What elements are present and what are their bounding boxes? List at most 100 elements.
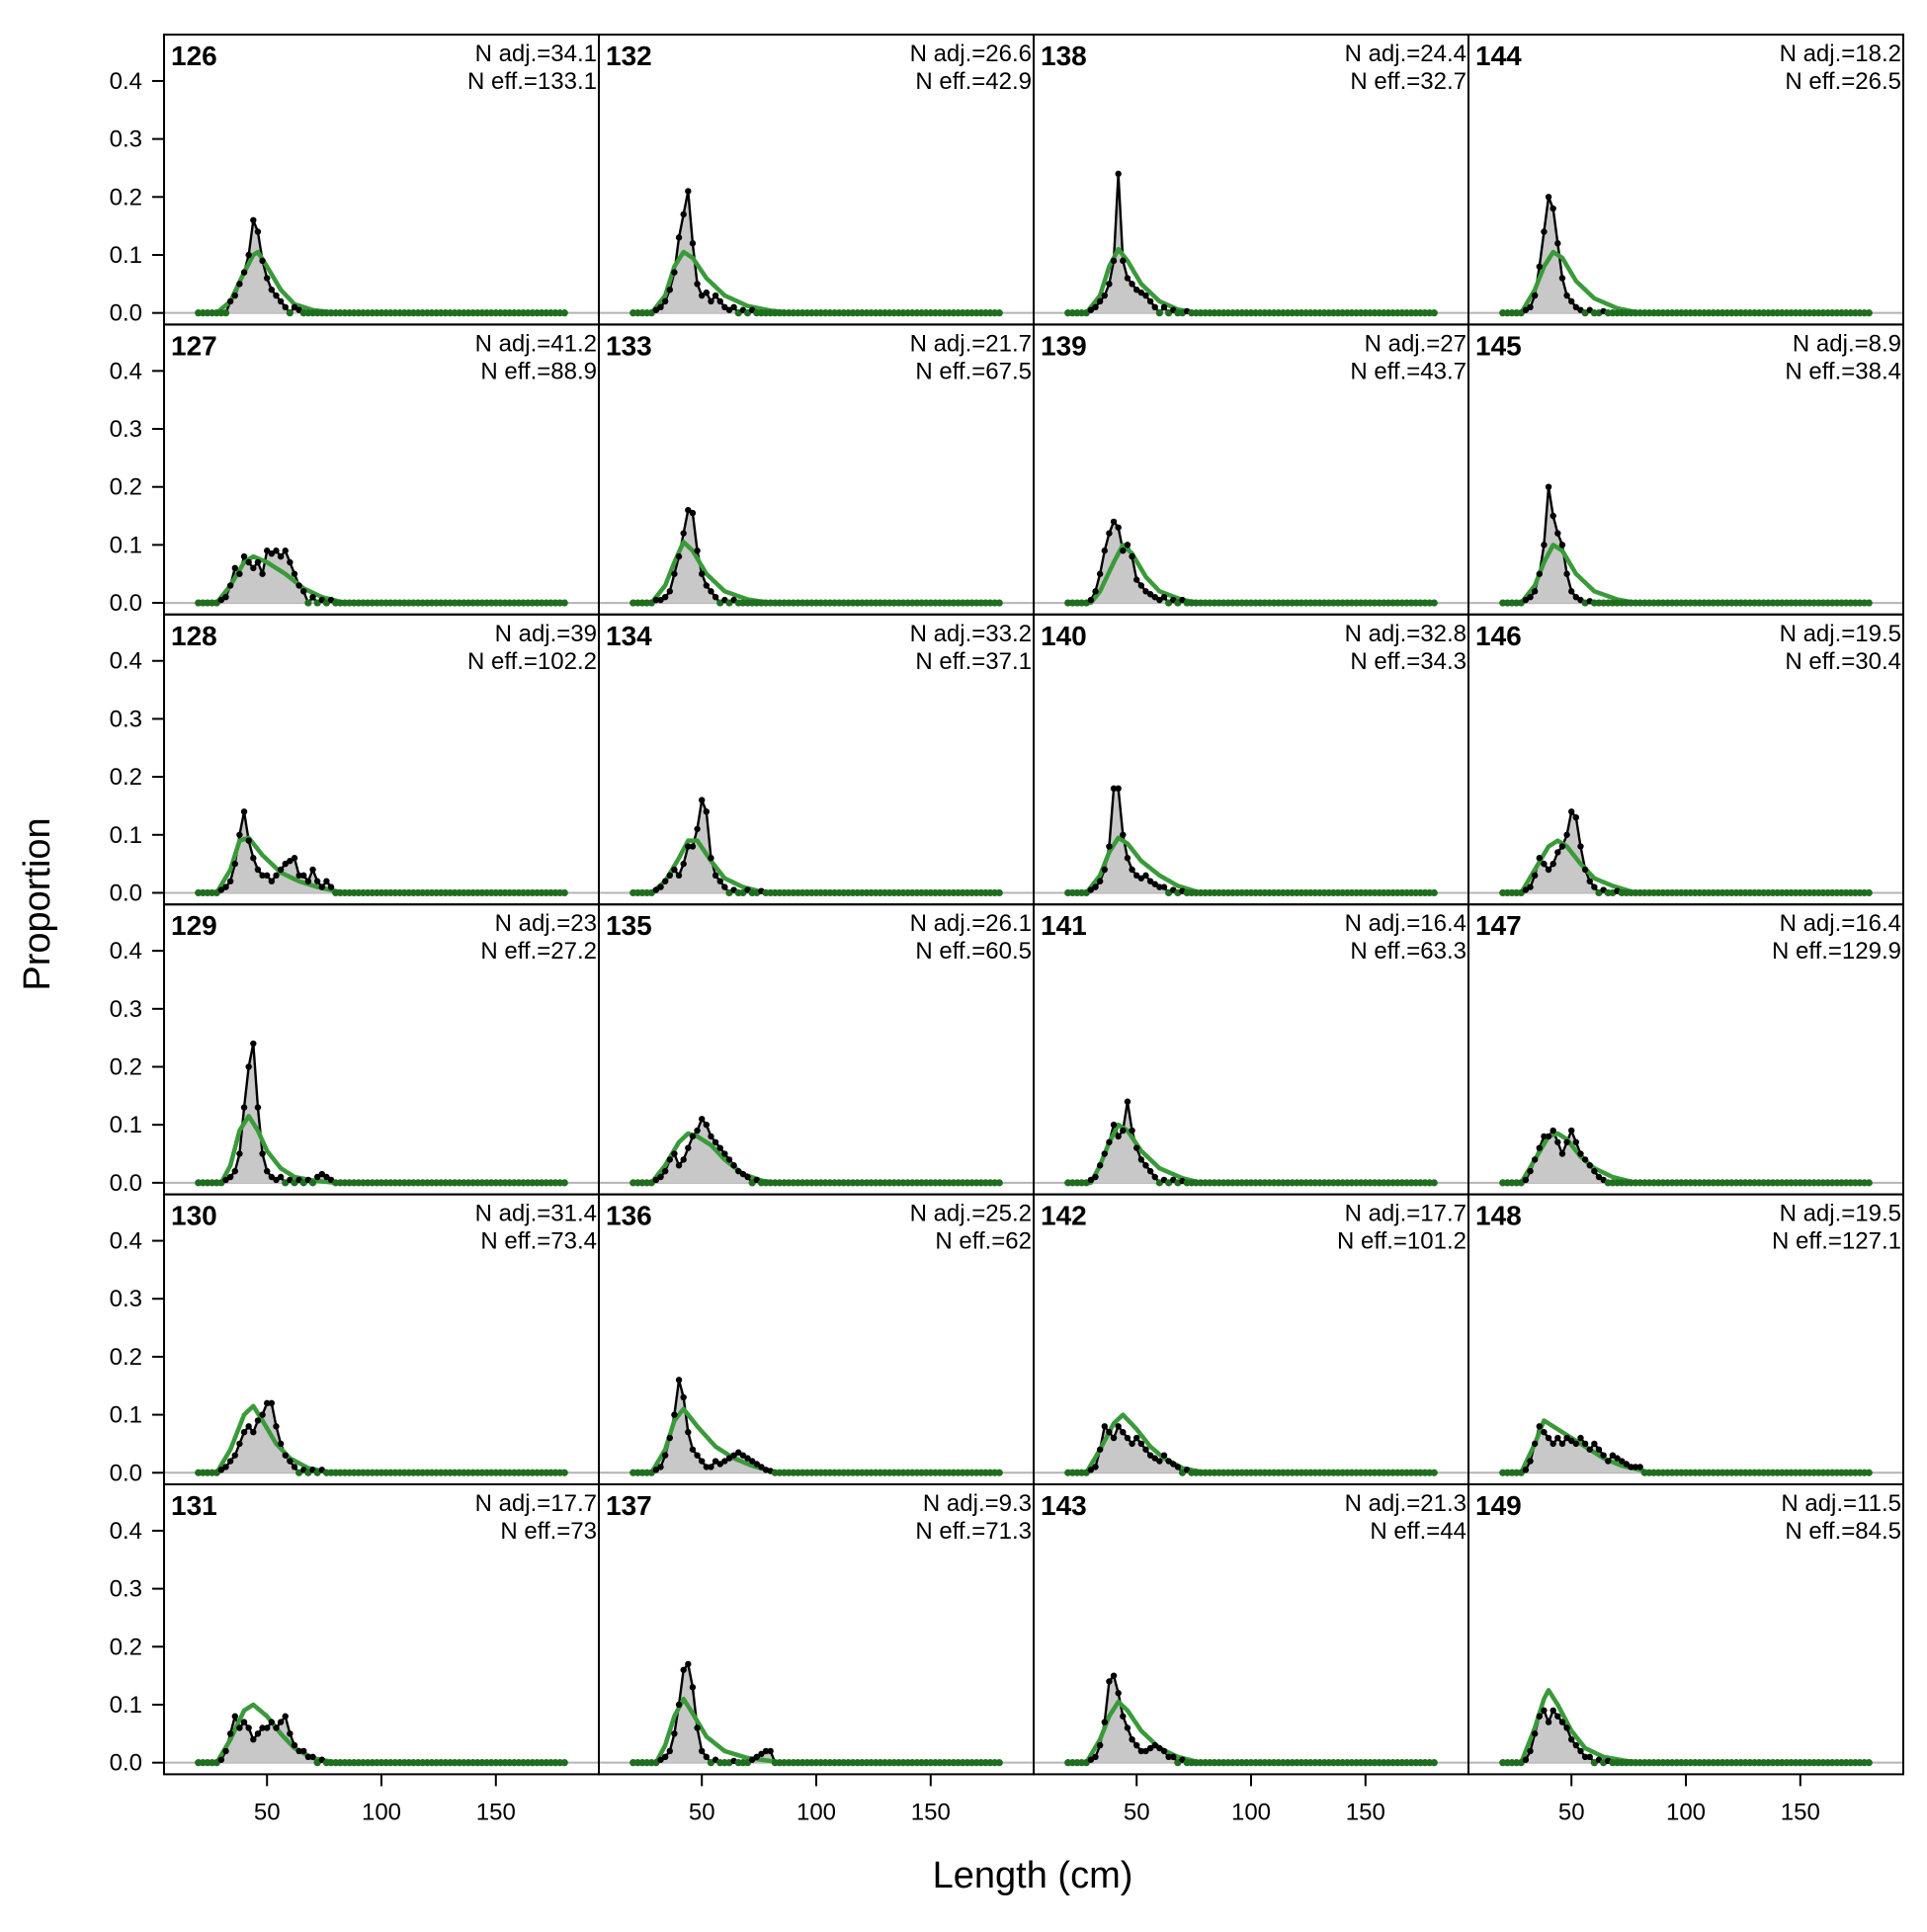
observed-point [703, 1464, 711, 1470]
observed-point [1572, 813, 1580, 821]
observed-point [721, 883, 728, 890]
observed-point [1550, 1127, 1556, 1134]
y-tick-label: 0.1 [110, 1112, 142, 1138]
observed-point [1120, 831, 1127, 838]
observed-point [1527, 594, 1534, 601]
observed-point [661, 878, 669, 884]
panel-label: 130 [171, 1201, 217, 1231]
observed-point [1541, 1133, 1548, 1140]
observed-point [753, 1753, 760, 1761]
observed-point [744, 1455, 751, 1462]
panel-148: 148 N adj.=19.5N eff.=127.1 [1467, 1193, 1904, 1485]
observed-point [1151, 1741, 1158, 1749]
observed-point [291, 1741, 298, 1749]
observed-point [1531, 292, 1539, 299]
observed-point [1101, 1423, 1108, 1430]
observed-point [1595, 1446, 1603, 1453]
observed-point [1591, 883, 1598, 890]
observed-point [1115, 170, 1122, 178]
observed-point [282, 547, 289, 554]
observed-point [1591, 1440, 1598, 1448]
observed-point [1106, 843, 1113, 850]
n-eff-label: N eff.=73.4 [480, 1228, 597, 1255]
observed-point [657, 1173, 664, 1181]
n-eff-label: N eff.=102.2 [467, 648, 597, 675]
observed-point [689, 509, 697, 517]
observed-point [245, 1063, 252, 1070]
observed-point [295, 582, 302, 589]
observed-point [1558, 843, 1566, 850]
observed-point [1545, 194, 1552, 201]
observed-point [1096, 570, 1104, 577]
observed-point [250, 216, 257, 223]
observed-point [1146, 1744, 1154, 1752]
observed-point [217, 1756, 225, 1763]
x-tick-label: 50 [1558, 1799, 1585, 1825]
observed-point [560, 888, 568, 897]
observed-point [222, 1176, 229, 1184]
observed-point [231, 292, 238, 299]
y-tick-label: 0.0 [110, 880, 142, 906]
observed-point [1536, 263, 1543, 270]
observed-point [671, 1150, 678, 1157]
observed-point [226, 582, 234, 589]
observed-point [254, 1417, 262, 1424]
observed-point [703, 1121, 711, 1129]
observed-point [1545, 1133, 1552, 1140]
n-adj-label: N adj.=25.2 [910, 1201, 1032, 1227]
observed-point [1096, 1741, 1104, 1749]
observed-point [995, 1469, 1003, 1476]
n-adj-label: N adj.=16.4 [1345, 910, 1466, 937]
panel-label: 142 [1041, 1201, 1087, 1231]
panel-131: 131 N adj.=17.7N eff.=73 0.0 0.1 0.2 0.3 0.4 50… [110, 1483, 600, 1825]
n-adj-label: N adj.=26.1 [910, 910, 1032, 937]
y-tick-label: 0.1 [110, 1402, 142, 1429]
observed-point [675, 552, 683, 560]
panel-146: 146 N adj.=19.5N eff.=30.4 [1467, 613, 1904, 906]
observed-point [1156, 883, 1163, 890]
observed-point [287, 857, 293, 865]
y-tick-label: 0.2 [110, 184, 142, 210]
observed-point [1137, 875, 1145, 882]
observed-point [1110, 257, 1118, 265]
panel-133: 133 N adj.=21.7N eff.=67.5 [598, 323, 1035, 616]
observed-point [680, 1393, 687, 1401]
observed-point [1554, 530, 1561, 537]
y-tick-label: 0.3 [110, 1286, 142, 1312]
observed-point [1568, 1437, 1575, 1445]
n-eff-label: N eff.=88.9 [480, 358, 597, 384]
observed-point [1531, 1730, 1539, 1737]
panel-label: 143 [1041, 1490, 1087, 1521]
observed-point [1558, 1150, 1566, 1157]
observed-point [1129, 1440, 1135, 1448]
observed-point [685, 1660, 692, 1668]
observed-point [1146, 1452, 1154, 1459]
y-tick-label: 0.4 [110, 1228, 142, 1255]
observed-point [708, 297, 714, 305]
observed-point [1536, 1713, 1543, 1720]
observed-point [1165, 1753, 1172, 1761]
observed-point [1563, 1434, 1570, 1442]
observed-point [1536, 570, 1543, 577]
observed-area [632, 1380, 1000, 1473]
observed-point [725, 306, 733, 313]
observed-point [226, 1173, 234, 1181]
observed-point [1558, 1440, 1566, 1448]
observed-point [657, 883, 664, 890]
observed-point [1563, 831, 1570, 838]
observed-point [1522, 1756, 1530, 1763]
observed-point [309, 866, 316, 874]
observed-point [1577, 1434, 1584, 1442]
observed-point [680, 1156, 687, 1163]
observed-point [268, 1173, 276, 1181]
observed-point [1865, 1179, 1873, 1187]
observed-point [259, 570, 266, 577]
observed-point [1110, 785, 1118, 793]
n-adj-label: N adj.=31.4 [475, 1201, 597, 1227]
observed-point [708, 588, 714, 595]
observed-point [652, 1467, 660, 1473]
observed-point [666, 286, 673, 294]
observed-point [1087, 886, 1095, 893]
observed-point [1531, 1156, 1539, 1163]
